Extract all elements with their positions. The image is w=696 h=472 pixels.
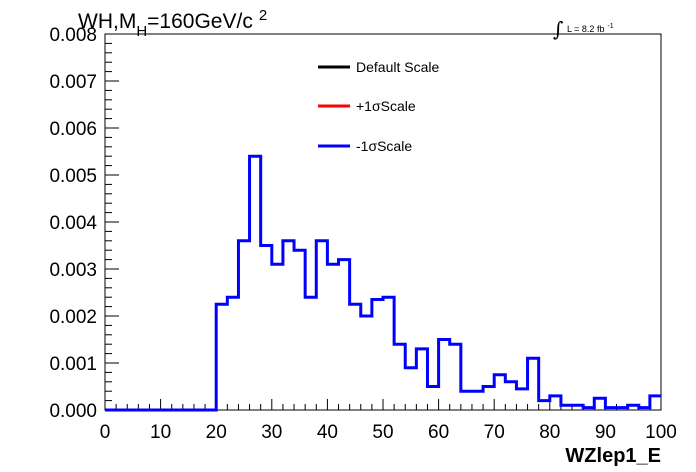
x-tick-label: 0 xyxy=(100,422,111,443)
y-tick-label: 0.004 xyxy=(49,213,97,234)
x-tick-label: 70 xyxy=(484,422,505,443)
y-tick-label: 0.003 xyxy=(49,260,97,281)
x-tick-label: 100 xyxy=(645,422,677,443)
x-tick-label: 40 xyxy=(317,422,338,443)
legend-label: -1σScale xyxy=(356,138,412,154)
y-tick-label: 0.005 xyxy=(49,166,97,187)
legend: Default Scale +1σScale -1σScale xyxy=(318,59,439,154)
lumi-label: L = 8.2 fb -1 xyxy=(567,23,614,34)
x-tick-label: 90 xyxy=(595,422,616,443)
title-main: WH,M xyxy=(78,10,136,33)
x-tick-label: 60 xyxy=(428,422,449,443)
x-tick-label: 80 xyxy=(539,422,560,443)
series-layer xyxy=(105,154,661,412)
lumi-integral: ∫ xyxy=(553,17,563,41)
title-subscript: H xyxy=(136,23,147,40)
y-tick-label: 0.006 xyxy=(49,119,97,140)
y-tick-label: 0.008 xyxy=(49,25,97,46)
y-tick-label: 0.002 xyxy=(49,307,97,328)
x-tick-label: 10 xyxy=(150,422,171,443)
title-superscript: 2 xyxy=(259,7,267,24)
x-tick-label: 50 xyxy=(372,422,393,443)
y-tick-label: 0.007 xyxy=(49,72,97,93)
x-tick-label: 30 xyxy=(261,422,282,443)
legend-label: Default Scale xyxy=(356,59,439,75)
title-rest: =160GeV/c xyxy=(147,10,253,33)
x-axis-label: WZlep1_E xyxy=(565,445,661,467)
y-tick-label: 0.000 xyxy=(49,401,97,422)
y-axis: 0.000 0.001 0.002 0.003 0.004 0.005 0.006 0.007… xyxy=(49,25,119,422)
y-tick-label: 0.001 xyxy=(49,354,97,375)
chart-title: WH,MH=160GeV/c 2 xyxy=(78,7,267,40)
lumi-text: L = 8.2 fb xyxy=(567,24,604,34)
x-tick-label: 20 xyxy=(206,422,227,443)
histogram-series-line xyxy=(105,154,661,412)
legend-label: +1σScale xyxy=(356,98,416,114)
lumi-superscript: -1 xyxy=(607,23,613,30)
